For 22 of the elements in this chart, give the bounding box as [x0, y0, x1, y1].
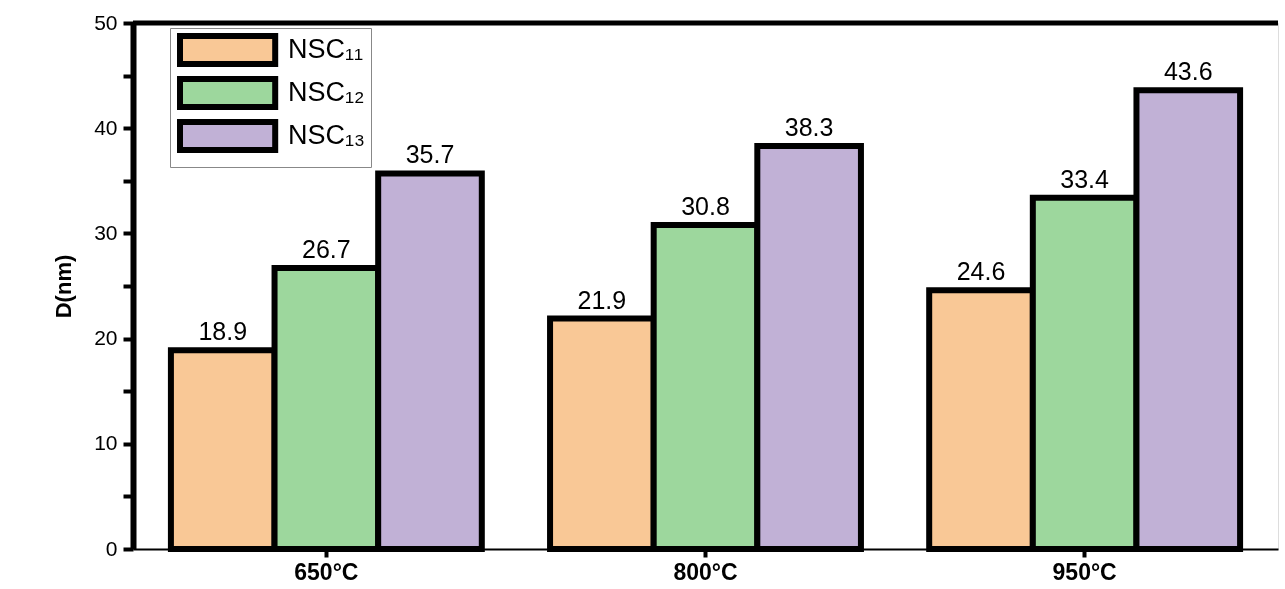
y-tick-label: 0	[105, 536, 118, 560]
x-tick-label: 650°C	[294, 558, 359, 585]
y-axis-title: D(nm)	[51, 254, 77, 319]
data-label: 24.6	[956, 257, 1006, 286]
y-tick-label: 50	[94, 10, 118, 34]
x-tick-label: 800°C	[673, 558, 738, 585]
data-label: 35.7	[405, 140, 455, 169]
y-tick-label: 20	[94, 326, 118, 350]
x-tick-label: 950°C	[1052, 558, 1117, 585]
data-label: 30.8	[681, 191, 730, 220]
data-label: 43.6	[1163, 57, 1213, 86]
data-label: 38.3	[784, 113, 834, 142]
data-label: 18.9	[198, 317, 248, 346]
y-tick-label: 40	[94, 115, 118, 139]
legend-label: NSC₁₂	[288, 77, 365, 107]
data-label: 26.7	[302, 235, 351, 264]
data-label: 33.4	[1060, 164, 1110, 193]
y-tick-label: 10	[94, 431, 118, 455]
y-tick-label: 30	[94, 220, 118, 244]
data-label: 21.9	[577, 285, 627, 314]
legend-label: NSC₁₁	[288, 34, 364, 64]
legend-label: NSC₁₃	[288, 120, 366, 150]
